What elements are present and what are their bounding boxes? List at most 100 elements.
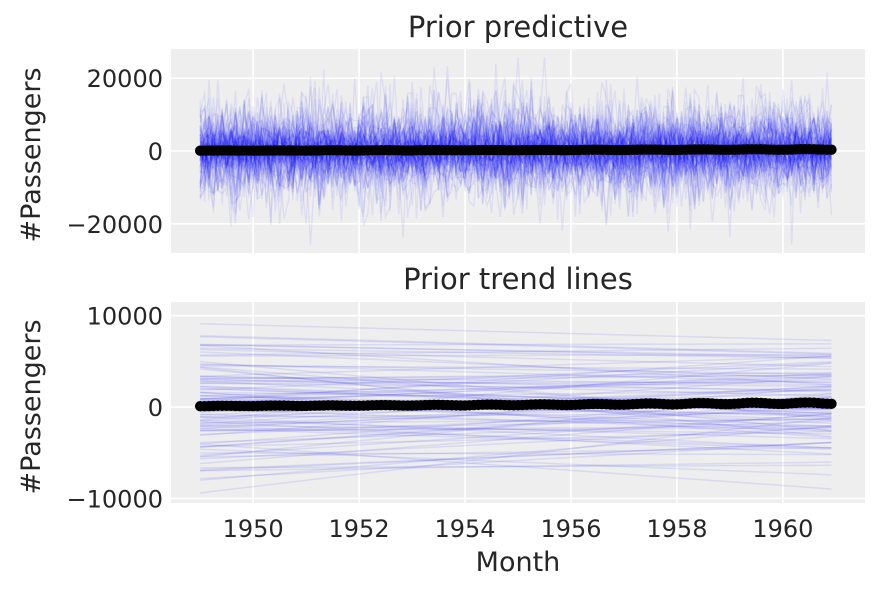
chart-title: Prior trend lines: [403, 262, 633, 296]
prior-trend-line: [200, 374, 832, 383]
prior-trend-line: [200, 344, 832, 357]
prior-predictive-sample-line: [199, 85, 833, 213]
prior-trend-line: [200, 375, 832, 400]
prior-trend-line: [200, 418, 832, 424]
prior-trend-line: [200, 464, 832, 469]
prior-trend-line: [200, 379, 832, 388]
y-tick-labels: 20000 0 −20000: [67, 65, 163, 239]
observed-point: [826, 144, 837, 155]
prior-predictive-sample-line: [199, 57, 832, 218]
prior-trend-line: [200, 416, 832, 449]
prior-predictive-sample-line: [199, 97, 833, 220]
prior-trend-line: [200, 386, 832, 437]
prior-trend-line: [200, 407, 832, 436]
prior-predictive-sample-line: [199, 124, 833, 196]
prior-trend-line: [200, 441, 832, 471]
prior-trend-line: [200, 391, 832, 439]
prior-predictive-sample-line: [199, 110, 832, 174]
prior-predictive-sample-line: [199, 101, 833, 189]
prior-predictive-sample-line: [199, 79, 833, 198]
y-tick-label: −10000: [67, 485, 163, 513]
prior-predictive-sample-line: [199, 106, 833, 192]
observed-point: [826, 398, 837, 410]
prior-trend-line: [200, 427, 832, 450]
prior-predictive-sample-line: [199, 106, 833, 218]
prior-trend-line: [200, 401, 832, 448]
prior-predictive-sample-line: [199, 101, 832, 214]
prior-trend-line: [200, 378, 832, 397]
prior-trend-line: [200, 413, 832, 428]
prior-trend-line: [200, 452, 832, 456]
prior-predictive-sample-line: [199, 90, 833, 224]
prior-trend-line: [200, 343, 832, 346]
prior-trend-line: [200, 374, 832, 380]
prior-trend-line: [200, 354, 832, 357]
prior-trend-line: [200, 355, 832, 403]
prior-trend-line: [200, 372, 832, 405]
prior-predictive-sample-line: [199, 114, 832, 168]
prior-trend-line: [200, 360, 832, 420]
prior-trend-line: [200, 360, 832, 391]
prior-trend-line: [200, 430, 832, 448]
prior-trend-line: [200, 408, 832, 433]
prior-trend-line: [200, 351, 832, 380]
prior-trend-line: [200, 334, 832, 355]
prior-trend-line: [200, 363, 832, 384]
prior-trend-line: [200, 443, 832, 490]
prior-trend-line: [200, 425, 832, 449]
prior-trend-line: [200, 365, 832, 370]
x-tick-label: 1960: [752, 515, 813, 543]
prior-trend-line: [200, 389, 832, 400]
prior-predictive-sample-line: [199, 57, 833, 238]
prior-predictive-sample-line: [199, 63, 833, 217]
prior-trend-line: [200, 424, 832, 435]
prior-trend-line: [200, 426, 832, 460]
x-tick-label: 1952: [329, 515, 390, 543]
prior-predictive-sample-line: [199, 72, 833, 208]
prior-trend-line: [200, 335, 832, 356]
prior-trend-line: [200, 375, 832, 404]
prior-trend-line: [200, 322, 832, 342]
prior-trend-line: [200, 441, 832, 472]
prior-trend-line: [200, 363, 832, 376]
prior-predictive-sample-line: [199, 126, 832, 172]
panel-prior-predictive: 20000 0 −20000 Prior predictive #Passenger…: [16, 10, 865, 253]
prior-predictive-sample-line: [199, 103, 833, 216]
prior-trend-line: [200, 368, 832, 432]
prior-trend-line: [200, 412, 832, 418]
prior-trend-line: [200, 425, 832, 481]
prior-trend-line: [200, 404, 832, 448]
y-axis-label: #Passengers: [16, 319, 47, 494]
y-axis-label: #Passengers: [16, 67, 47, 242]
x-tick-label: 1958: [646, 515, 707, 543]
prior-trend-line: [200, 379, 832, 397]
observed-points: [194, 397, 837, 412]
prior-trend-line: [200, 446, 832, 458]
prior-trend-line: [200, 448, 832, 476]
prior-trend-line: [200, 355, 832, 377]
prior-predictive-sample-line: [199, 76, 832, 245]
x-axis-label: Month: [476, 547, 561, 578]
prior-predictive-sample-line: [199, 102, 833, 238]
prior-trend-line: [200, 420, 832, 444]
y-tick-label: 0: [148, 394, 163, 422]
prior-trend-line: [200, 347, 832, 356]
prior-trend-line: [200, 412, 832, 465]
prior-predictive-sample-line: [199, 69, 833, 211]
prior-trend-line: [200, 343, 832, 359]
prior-trend-line: [200, 347, 832, 360]
prior-trend-line: [200, 375, 832, 393]
prior-trend-line: [200, 420, 832, 455]
prior-trend-line: [200, 361, 832, 400]
chart-title: Prior predictive: [408, 10, 628, 44]
prior-trend-line: [200, 413, 832, 457]
prior-predictive-sample-line: [199, 126, 833, 174]
prior-trend-line: [200, 371, 832, 380]
panel-prior-trend-lines: 10000 0 −10000 Prior trend lines #Passenge…: [16, 262, 865, 513]
prior-predictive-sample-line: [199, 89, 833, 187]
prior-predictive-sample-line: [199, 76, 833, 227]
prior-trend-line: [200, 425, 832, 432]
prior-trend-line: [200, 376, 832, 422]
prior-trend-line: [200, 427, 832, 432]
